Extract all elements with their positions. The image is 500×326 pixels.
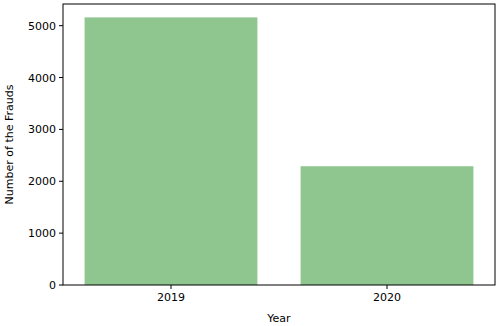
x-tick-label: 2019 [157, 291, 185, 304]
y-tick [59, 77, 63, 78]
y-tick [59, 233, 63, 234]
plot-frame [63, 4, 495, 285]
x-tick [171, 285, 172, 289]
y-tick-label: 1000 [28, 227, 56, 240]
y-tick-label: 2000 [28, 175, 56, 188]
y-tick-label: 3000 [28, 123, 56, 136]
x-axis-label: Year [266, 312, 291, 325]
y-axis-label: Number of the Frauds [3, 84, 16, 204]
y-tick-label: 5000 [28, 20, 56, 33]
y-tick-label: 0 [49, 279, 56, 292]
bar [85, 17, 258, 285]
y-tick [59, 181, 63, 182]
y-tick-label: 4000 [28, 72, 56, 85]
bars [85, 17, 474, 285]
y-tick [59, 25, 63, 26]
y-tick [59, 285, 63, 286]
x-tick [387, 285, 388, 289]
y-tick [59, 129, 63, 130]
bar [301, 166, 474, 285]
chart-svg: 0 1000 2000 3000 4000 5000 2019 2020 Year Number … [0, 0, 500, 326]
chart-container: 0 1000 2000 3000 4000 5000 2019 2020 Year Number … [0, 0, 500, 326]
x-tick-label: 2020 [373, 291, 401, 304]
